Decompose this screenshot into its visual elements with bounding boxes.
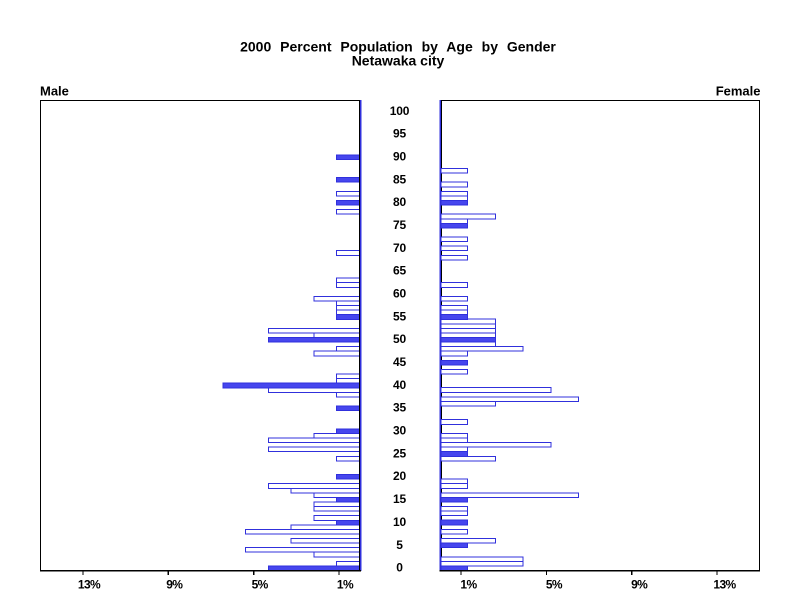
svg-text:5%: 5% <box>252 578 269 592</box>
svg-text:Male: Male <box>40 84 69 99</box>
svg-text:40: 40 <box>393 378 406 392</box>
svg-text:5%: 5% <box>546 578 563 592</box>
svg-text:80: 80 <box>393 195 406 209</box>
svg-text:50: 50 <box>393 332 406 346</box>
svg-text:70: 70 <box>393 241 406 255</box>
svg-text:45: 45 <box>393 355 406 369</box>
svg-text:20: 20 <box>393 469 406 483</box>
svg-text:1%: 1% <box>337 578 354 592</box>
svg-text:65: 65 <box>393 264 406 278</box>
svg-text:25: 25 <box>393 446 406 460</box>
svg-text:9%: 9% <box>631 578 648 592</box>
svg-text:1%: 1% <box>460 578 477 592</box>
svg-text:100: 100 <box>390 104 410 118</box>
svg-text:13%: 13% <box>713 578 736 592</box>
svg-text:55: 55 <box>393 309 406 323</box>
svg-text:30: 30 <box>393 424 406 438</box>
svg-text:2000 Percent Population by Age: 2000 Percent Population by Age by Gender <box>240 39 556 55</box>
svg-text:35: 35 <box>393 401 406 415</box>
svg-text:85: 85 <box>393 172 406 186</box>
svg-text:95: 95 <box>393 127 406 141</box>
svg-text:9%: 9% <box>166 578 183 592</box>
svg-text:0: 0 <box>396 561 403 575</box>
svg-text:15: 15 <box>393 492 406 506</box>
svg-text:10: 10 <box>393 515 406 529</box>
svg-text:75: 75 <box>393 218 406 232</box>
svg-text:5: 5 <box>396 538 403 552</box>
svg-text:Netawaka city: Netawaka city <box>352 53 445 69</box>
svg-text:Female: Female <box>716 84 761 99</box>
svg-text:90: 90 <box>393 150 406 164</box>
svg-text:13%: 13% <box>78 578 101 592</box>
svg-text:60: 60 <box>393 287 406 301</box>
